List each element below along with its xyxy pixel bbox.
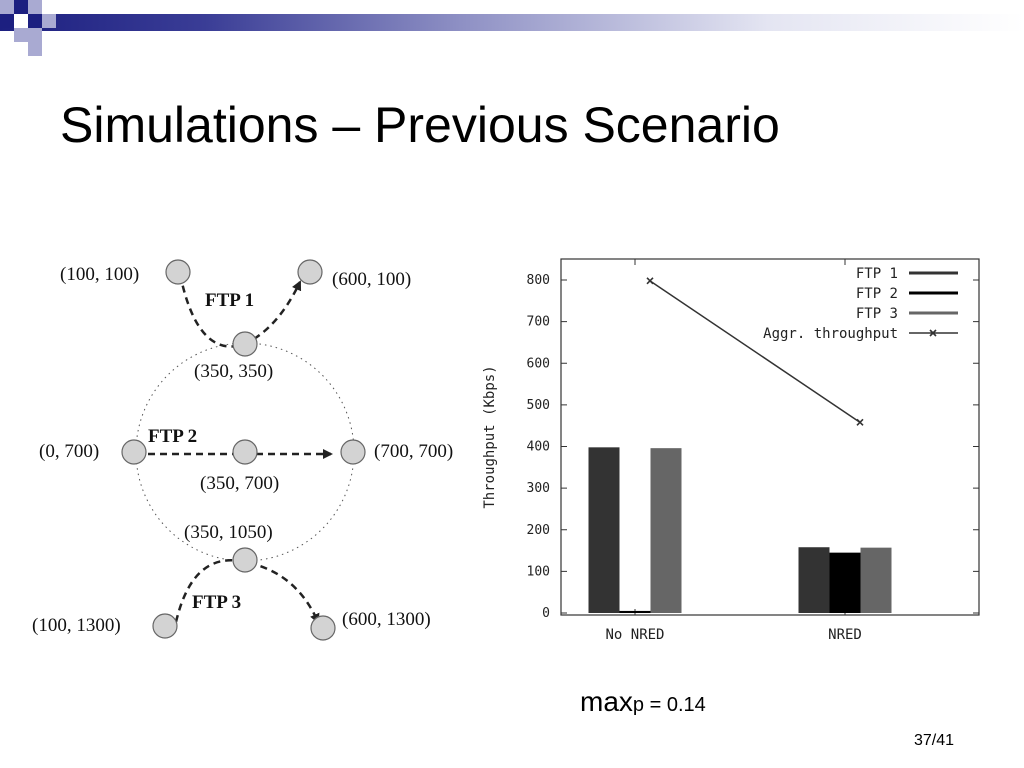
y-tick-label: 400 xyxy=(527,440,550,455)
deco-square xyxy=(0,14,14,28)
ftp3-flow-arrow xyxy=(174,559,320,624)
node-circle xyxy=(121,439,147,465)
bar xyxy=(829,552,861,613)
node-circle xyxy=(232,439,258,465)
legend-label: FTP 3 xyxy=(856,306,898,322)
deco-square xyxy=(28,0,42,14)
caption: maxp = 0.14 xyxy=(580,686,706,718)
deco-square xyxy=(14,14,28,28)
deco-square xyxy=(14,0,28,14)
caption-main: max xyxy=(580,686,633,717)
node-circle xyxy=(297,259,323,285)
node-circle xyxy=(340,439,366,465)
deco-square xyxy=(28,14,42,28)
legend-label: Aggr. throughput xyxy=(763,326,898,342)
node-label: (350, 1050) xyxy=(184,522,273,543)
y-tick-label: 700 xyxy=(527,315,550,330)
throughput-chart-svg: 0 100 200 300 400 500 600 700 800 Throughput (Kbp… xyxy=(482,258,980,643)
deco-square xyxy=(28,42,42,56)
flow-label: FTP 3 xyxy=(192,592,241,613)
node-label: (350, 350) xyxy=(194,361,273,382)
node-label: (600, 100) xyxy=(332,269,411,290)
slide-title: Simulations – Previous Scenario xyxy=(60,97,780,153)
node-label: (0, 700) xyxy=(39,441,99,462)
node-label: (600, 1300) xyxy=(342,609,431,630)
deco-square xyxy=(42,14,56,28)
y-tick-label: 0 xyxy=(542,606,550,621)
y-tick-label: 500 xyxy=(527,398,550,413)
node-label: (100, 1300) xyxy=(32,615,121,636)
node-circle xyxy=(152,613,178,639)
y-axis-label: Throughput (Kbps) xyxy=(482,365,498,508)
flow-label: FTP 1 xyxy=(205,290,254,311)
legend-label: FTP 1 xyxy=(856,266,898,282)
y-tick-label: 800 xyxy=(527,273,550,288)
flow-label: FTP 2 xyxy=(148,426,197,447)
plot-frame xyxy=(560,258,980,616)
throughput-chart: 0 100 200 300 400 500 600 700 800 Throughput (Kbp… xyxy=(478,248,990,658)
node-label: (100, 100) xyxy=(60,264,139,285)
header-decoration xyxy=(0,0,1024,62)
node-circle xyxy=(232,547,258,573)
node-circle xyxy=(165,259,191,285)
aggregate-line xyxy=(649,280,861,423)
legend-label: FTP 2 xyxy=(856,286,898,302)
page-number: 37/41 xyxy=(914,732,955,749)
x-tick-label: NRED xyxy=(828,627,862,643)
bar xyxy=(860,547,892,613)
header-gradient-bar xyxy=(0,14,1024,31)
bar xyxy=(619,610,651,613)
deco-square xyxy=(0,0,14,14)
aggregate-point-marker xyxy=(646,277,654,285)
y-tick-label: 200 xyxy=(527,523,550,538)
legend-marker xyxy=(929,329,937,337)
y-tick-label: 300 xyxy=(527,481,550,496)
node-circle xyxy=(232,331,258,357)
node-label: (700, 700) xyxy=(374,441,453,462)
topology-diagram: (100, 100) (600, 100) (350, 350) (0, 700… xyxy=(28,250,468,650)
deco-square xyxy=(14,28,28,42)
y-tick-label: 100 xyxy=(527,564,550,579)
x-tick-label: No NRED xyxy=(605,627,664,643)
bar xyxy=(798,547,830,613)
caption-subscript: p = 0.14 xyxy=(632,694,706,716)
deco-square xyxy=(28,28,42,42)
node-label: (350, 700) xyxy=(200,473,279,494)
y-tick-label: 600 xyxy=(527,356,550,371)
bar xyxy=(588,447,620,613)
aggregate-point-marker xyxy=(856,418,864,426)
node-circle xyxy=(310,615,336,641)
bar xyxy=(650,448,682,613)
